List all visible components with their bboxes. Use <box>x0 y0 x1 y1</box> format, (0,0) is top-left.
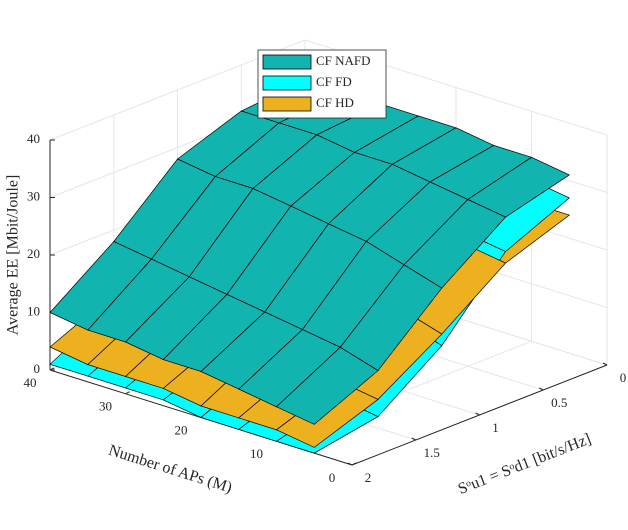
y-tick <box>475 412 480 416</box>
legend-swatch <box>262 96 312 112</box>
y-tick-label: 0.5 <box>551 395 567 410</box>
x-tick-label: 40 <box>24 375 37 390</box>
x-tick-label: 20 <box>175 422 188 437</box>
surface-patch <box>275 346 379 425</box>
y-tick <box>602 362 608 366</box>
x-tick-label: 10 <box>250 446 263 461</box>
x-axis-label: Number of APs (M) <box>106 442 234 497</box>
x-tick <box>49 367 55 371</box>
legend-label: CF FD <box>316 74 352 89</box>
y-tick-label: 0 <box>620 370 627 385</box>
axis-line <box>351 364 608 466</box>
y-axis-label: Sᵒu1 = Sᵒd1 [bit/s/Hz] <box>456 431 594 498</box>
legend-swatch <box>262 75 312 91</box>
y-tick <box>411 437 416 441</box>
legend-label: CF HD <box>316 95 354 110</box>
z-tick-label: 30 <box>27 188 40 203</box>
legend: CF NAFD CF FD CF HD <box>257 49 387 119</box>
legend-label: CF NAFD <box>316 53 371 68</box>
z-tick-label: 0 <box>34 361 41 376</box>
y-tick <box>539 387 544 391</box>
x-tick-label: 30 <box>99 399 112 414</box>
z-axis-label: Average EE [Mbit/Joule] <box>5 175 22 336</box>
z-tick-label: 10 <box>27 303 40 318</box>
z-tick-label: 20 <box>27 246 40 261</box>
y-tick-label: 1.5 <box>424 445 440 460</box>
legend-swatch <box>262 54 312 70</box>
y-tick-label: 1 <box>492 420 499 435</box>
x-tick <box>125 391 130 395</box>
x-tick-label: 0 <box>329 470 336 485</box>
z-tick-label: 40 <box>27 131 40 146</box>
y-tick-label: 2 <box>365 470 372 485</box>
